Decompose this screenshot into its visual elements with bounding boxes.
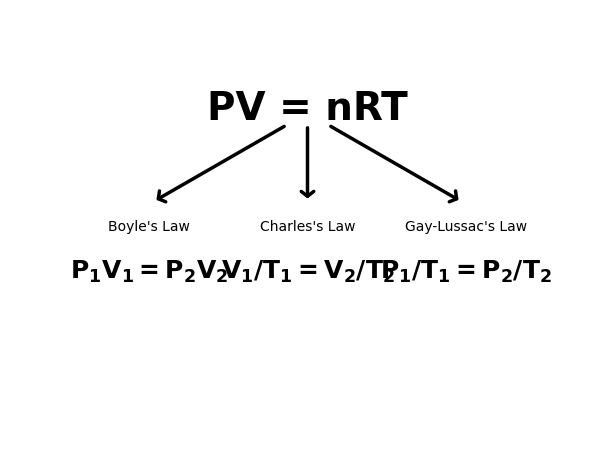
Text: Boyle's Law: Boyle's Law <box>109 220 190 234</box>
Text: Gay-Lussac's Law: Gay-Lussac's Law <box>404 220 527 234</box>
Text: Charles's Law: Charles's Law <box>260 220 355 234</box>
Text: $\mathbf{P_1/T_1 = P_2/T_2}$: $\mathbf{P_1/T_1 = P_2/T_2}$ <box>380 259 551 285</box>
Text: $\mathbf{P_1V_1 = P_2V_2}$: $\mathbf{P_1V_1 = P_2V_2}$ <box>70 259 229 285</box>
Text: $\mathbf{V_1/T_1 = V_2/T_2}$: $\mathbf{V_1/T_1 = V_2/T_2}$ <box>221 259 394 285</box>
Text: PV = nRT: PV = nRT <box>207 90 408 128</box>
